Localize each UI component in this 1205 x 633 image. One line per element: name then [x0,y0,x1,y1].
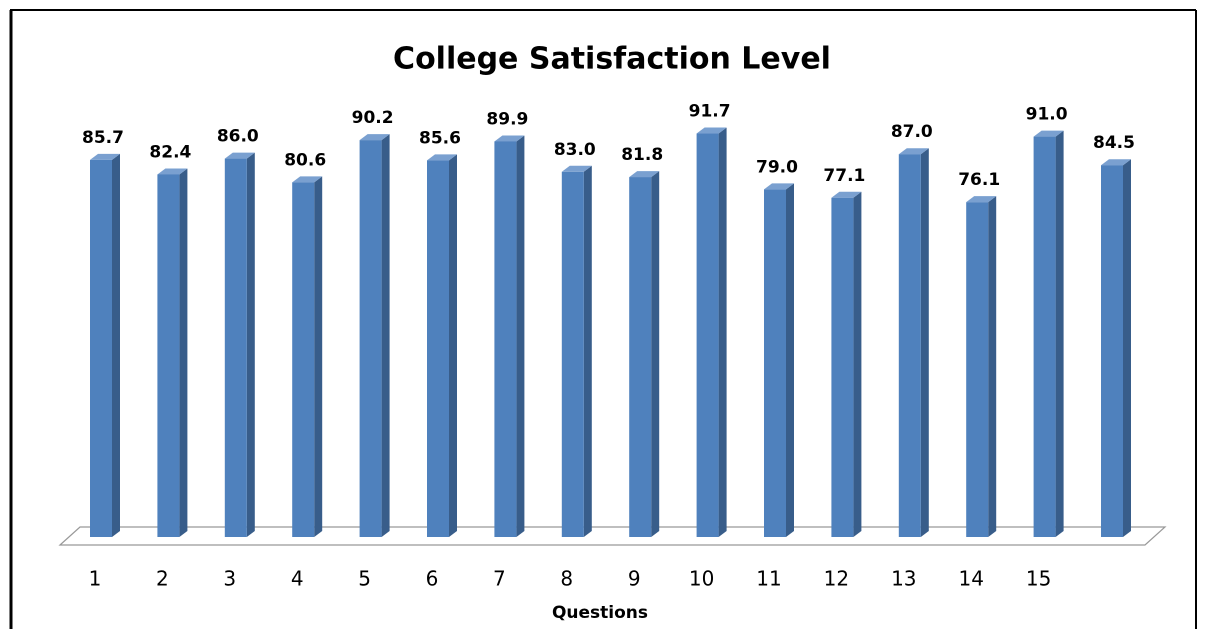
bar [831,197,854,537]
bar-top [696,127,727,134]
data-label: 87.0 [891,122,933,142]
data-label: 76.1 [958,170,1000,190]
bar-side [718,127,727,538]
bar [224,158,247,537]
x-tick-label: 14 [958,567,983,591]
bar-top [966,196,997,203]
bar [966,202,989,537]
data-label: 84.5 [1093,133,1135,153]
bar-side [920,148,929,537]
x-tick-label: 2 [156,567,169,591]
bar-side [246,152,255,537]
bar-side [988,196,997,537]
data-label: 85.7 [82,128,124,148]
x-tick-label: 12 [824,567,849,591]
x-tick-label: 7 [493,567,506,591]
x-axis-label: Questions [552,603,648,623]
bar-top [764,183,794,190]
bar-top [561,165,592,172]
x-tick-label: 11 [756,567,781,591]
bar [1033,136,1056,537]
bar [494,141,517,537]
bar [90,159,112,538]
data-label: 77.1 [823,166,865,186]
x-tick-label: 4 [291,567,304,591]
bar-side [1123,159,1131,537]
data-label: 82.4 [149,142,191,162]
bar-top [292,176,323,183]
bar-top [898,148,929,155]
chart-title: College Satisfaction Level [393,42,831,77]
bar-side [314,176,323,538]
bar [292,182,315,538]
bar-side [381,134,390,537]
bar-side [516,135,525,537]
bar [157,174,180,537]
bar-top [831,191,862,198]
data-label: 85.6 [419,128,461,148]
bar-side [179,168,188,537]
bar [764,189,786,537]
bar [696,133,719,537]
x-tick-label: 9 [628,567,641,591]
bar-side [651,171,660,537]
bar-side [1055,130,1064,537]
data-label: 91.0 [1026,105,1068,125]
data-label: 90.2 [352,108,394,128]
bar-top [427,154,457,161]
x-tick-label: 5 [358,567,371,591]
bar-top [224,152,255,159]
data-label: 79.0 [756,157,798,177]
bar-top [157,168,188,175]
data-label: 81.8 [621,145,663,165]
x-tick-label: 1 [89,567,102,591]
data-label: 80.6 [284,150,326,170]
bar-side [112,153,120,538]
x-tick-label: 3 [223,567,236,591]
x-tick-label: 6 [426,567,439,591]
bar-top [629,171,660,178]
bar [629,177,652,537]
floor [58,526,1167,546]
bar [561,171,584,538]
bar-top [494,135,525,142]
data-label: 86.0 [217,127,259,147]
bar [427,160,449,538]
data-label: 89.9 [486,109,528,129]
bar [1101,165,1123,537]
bar-side [786,183,794,537]
bar-side [449,154,457,538]
bar-top [90,153,120,160]
bar-side [853,191,862,537]
bar-side [583,165,592,538]
x-tick-label: 13 [891,567,916,591]
bar-top [359,134,390,141]
bar-top [1101,159,1131,166]
bar [898,154,921,537]
x-tick-label: 15 [1026,567,1051,591]
bar [359,140,382,537]
x-tick-label: 10 [689,567,714,591]
x-tick-label: 8 [560,567,573,591]
data-label: 91.7 [689,102,731,122]
data-label: 83.0 [554,140,596,160]
bar-top [1033,130,1064,137]
